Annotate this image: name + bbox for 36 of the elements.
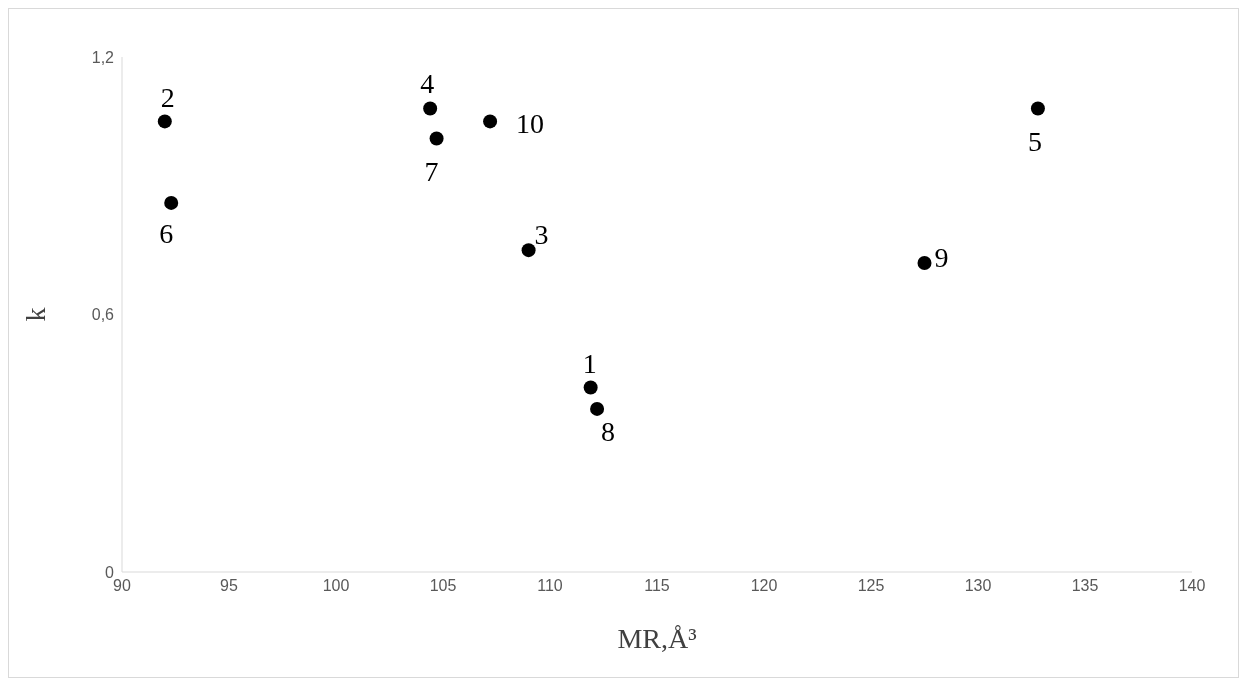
annotation: 1 xyxy=(582,348,597,380)
point xyxy=(164,195,179,210)
x-tick-label: 120 xyxy=(750,577,778,595)
y-tick-label: 1,2 xyxy=(91,48,115,66)
point xyxy=(429,131,444,146)
point xyxy=(590,401,605,416)
annotation: 6 xyxy=(159,217,174,249)
x-tick-label: 130 xyxy=(964,577,992,595)
annotation: 3 xyxy=(534,219,549,251)
x-axis-title: MR,Å³ xyxy=(617,623,697,654)
y-tick-label: 0,6 xyxy=(91,306,115,324)
y-tick-label: 0 xyxy=(105,563,115,581)
annotation: 4 xyxy=(420,67,435,99)
annotation: 9 xyxy=(934,242,949,273)
x-tick-label: 140 xyxy=(1178,577,1206,595)
x-tick-label: 115 xyxy=(644,577,670,595)
y-axis-title: k xyxy=(19,307,51,322)
point xyxy=(917,256,932,270)
annotation: 5 xyxy=(1027,125,1042,157)
x-tick-label: 110 xyxy=(537,577,563,595)
annotation: 10 xyxy=(516,108,545,140)
x-tick-label: 105 xyxy=(429,577,457,595)
x-tick-label: 95 xyxy=(220,577,238,595)
x-tick-label: 135 xyxy=(1071,577,1099,595)
x-tick-label: 125 xyxy=(857,577,885,595)
point xyxy=(521,243,536,258)
point xyxy=(157,114,172,129)
annotation: 7 xyxy=(424,155,439,187)
point xyxy=(423,101,438,116)
x-tick-label: 100 xyxy=(322,577,350,595)
annotation: 2 xyxy=(160,82,175,114)
x-tick-label: 90 xyxy=(113,577,131,595)
point xyxy=(583,380,598,395)
point xyxy=(1030,101,1045,116)
point xyxy=(483,114,498,129)
annotation: 8 xyxy=(601,415,616,447)
